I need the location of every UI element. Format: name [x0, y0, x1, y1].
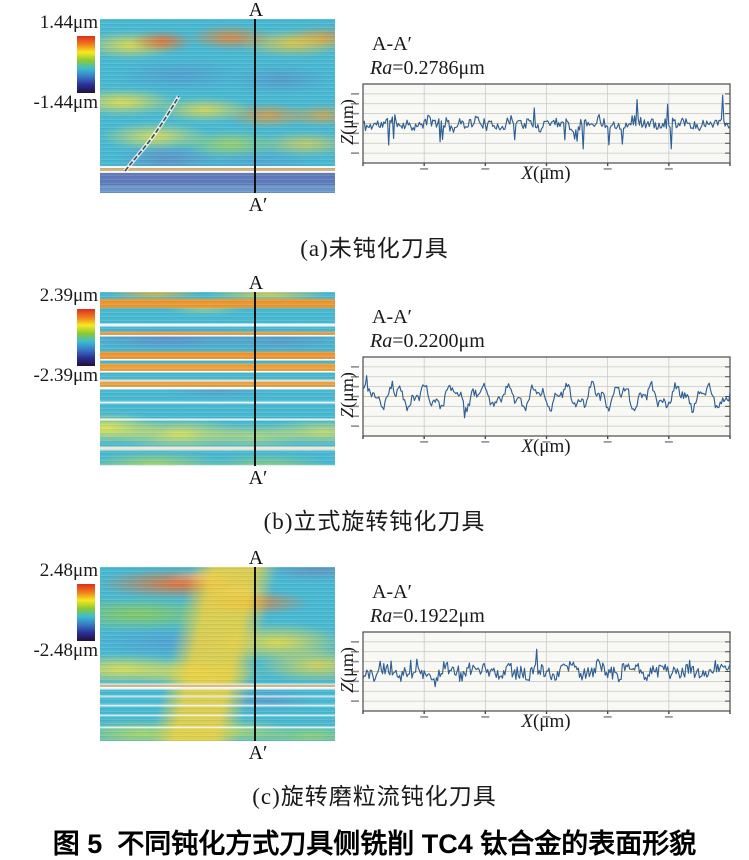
panel-c: A A′ 2.48μm -2.48μm A-A′ Ra=0.1922μm X(μ… [0, 547, 749, 810]
colorbar-max-label: 2.39μm [39, 285, 98, 306]
x-symbol: X [521, 436, 533, 457]
x-symbol: X [521, 163, 533, 184]
colorbar-max-label: 2.48μm [39, 560, 98, 581]
topography-texture [100, 292, 335, 466]
ra-number: =0.1922μm [392, 605, 485, 627]
topography-map-b [100, 292, 335, 466]
colorbar [77, 36, 95, 93]
subcaption-a: (a)未钝化刀具 [300, 236, 449, 261]
roughness-profile-plot [351, 356, 731, 443]
x-unit: (μm) [532, 436, 571, 457]
panel-b: A A′ 2.39μm -2.39μm A-A′ Ra=0.2200μm X(μ… [0, 272, 749, 546]
z-unit: (μm) [337, 372, 357, 408]
colorbar-max-label: 1.44μm [39, 12, 98, 33]
x-axis-label: X(μm) [471, 436, 621, 458]
ra-symbol: Ra [370, 605, 393, 627]
ra-symbol: Ra [370, 330, 393, 352]
z-unit: (μm) [337, 99, 357, 135]
x-axis-label: X(μm) [471, 711, 621, 733]
profile-section-title: A-A′ [372, 581, 412, 603]
z-axis-label: Z(μm) [337, 625, 357, 715]
z-symbol: Z [337, 682, 357, 693]
colorbar [77, 309, 95, 366]
ra-symbol: Ra [370, 57, 393, 79]
section-label-a-top: A [248, 272, 264, 294]
ra-number: =0.2786μm [392, 57, 485, 79]
roughness-profile-plot [351, 83, 731, 170]
roughness-value: Ra=0.2200μm [370, 330, 485, 353]
section-line [254, 567, 256, 741]
z-symbol: Z [337, 134, 357, 145]
topography-stripes [100, 567, 335, 741]
topography-map-a [100, 19, 335, 193]
z-axis-label: Z(μm) [337, 77, 357, 167]
colorbar-min-label: -1.44μm [33, 92, 98, 113]
x-axis-label: X(μm) [471, 163, 621, 185]
colorbar-min-label: -2.39μm [33, 365, 98, 386]
z-axis-label: Z(μm) [337, 350, 357, 440]
section-line [254, 292, 256, 466]
ra-number: =0.2200μm [392, 330, 485, 352]
section-line [254, 19, 256, 193]
profile-section-title: A-A′ [372, 33, 412, 55]
topography-map-c [100, 567, 335, 741]
roughness-profile-plot [351, 631, 731, 718]
x-unit: (μm) [532, 163, 571, 184]
x-symbol: X [521, 711, 533, 732]
section-label-a-top: A [248, 0, 264, 21]
roughness-value: Ra=0.1922μm [370, 605, 485, 628]
z-symbol: Z [337, 407, 357, 418]
roughness-value: Ra=0.2786μm [370, 57, 485, 80]
section-label-a-bottom: A′ [248, 194, 268, 216]
x-unit: (μm) [532, 711, 571, 732]
subcaption-b: (b)立式旋转钝化刀具 [263, 509, 486, 534]
colorbar-min-label: -2.48μm [33, 640, 98, 661]
scratch-mark [123, 94, 181, 173]
topography-texture [100, 567, 335, 741]
figure-caption: 图 5 不同钝化方式刀具侧铣削 TC4 钛合金的表面形貌 [52, 829, 697, 859]
panel-a: A A′ 1.44μm -1.44μm A-A′ Ra=0.2786μm X(μ… [0, 0, 749, 273]
topography-stripes [100, 292, 335, 466]
subcaption-c: (c)旋转磨粒流钝化刀具 [252, 784, 497, 809]
colorbar [77, 584, 95, 641]
section-label-a-bottom: A′ [248, 742, 268, 764]
section-label-a-top: A [248, 547, 264, 569]
z-unit: (μm) [337, 647, 357, 683]
section-label-a-bottom: A′ [248, 467, 268, 489]
profile-section-title: A-A′ [372, 306, 412, 328]
